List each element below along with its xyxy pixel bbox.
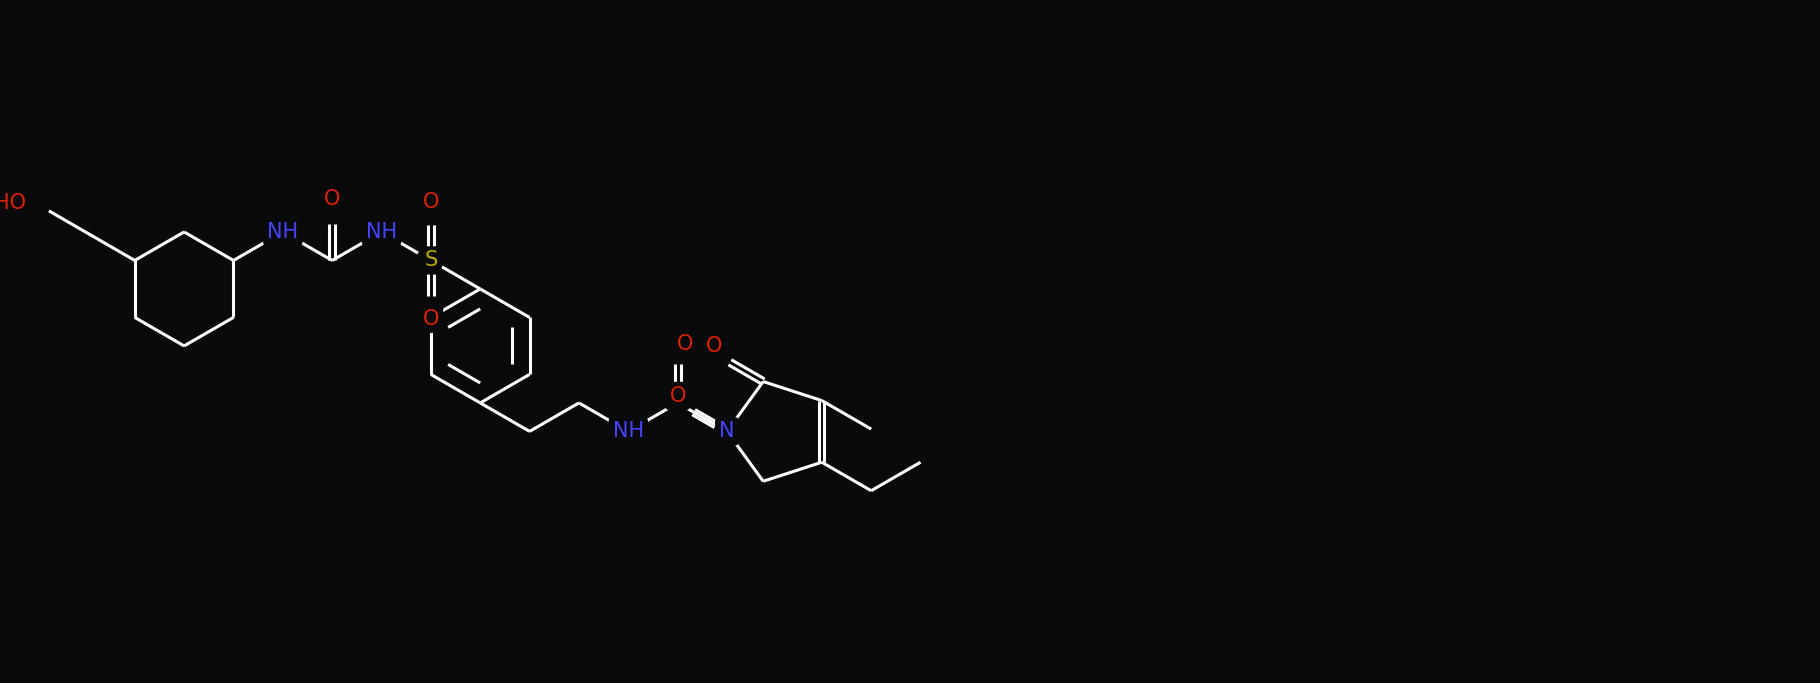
Text: O: O [422, 309, 439, 329]
Text: O: O [422, 192, 439, 212]
Text: N: N [719, 421, 735, 441]
Text: O: O [324, 189, 340, 209]
Text: NH: NH [613, 421, 644, 441]
Text: S: S [424, 251, 437, 270]
Text: NH: NH [366, 222, 397, 242]
Text: NH: NH [268, 222, 298, 242]
Text: O: O [677, 334, 693, 354]
Text: O: O [670, 386, 686, 406]
Text: O: O [706, 336, 723, 356]
Text: HO: HO [0, 193, 25, 214]
